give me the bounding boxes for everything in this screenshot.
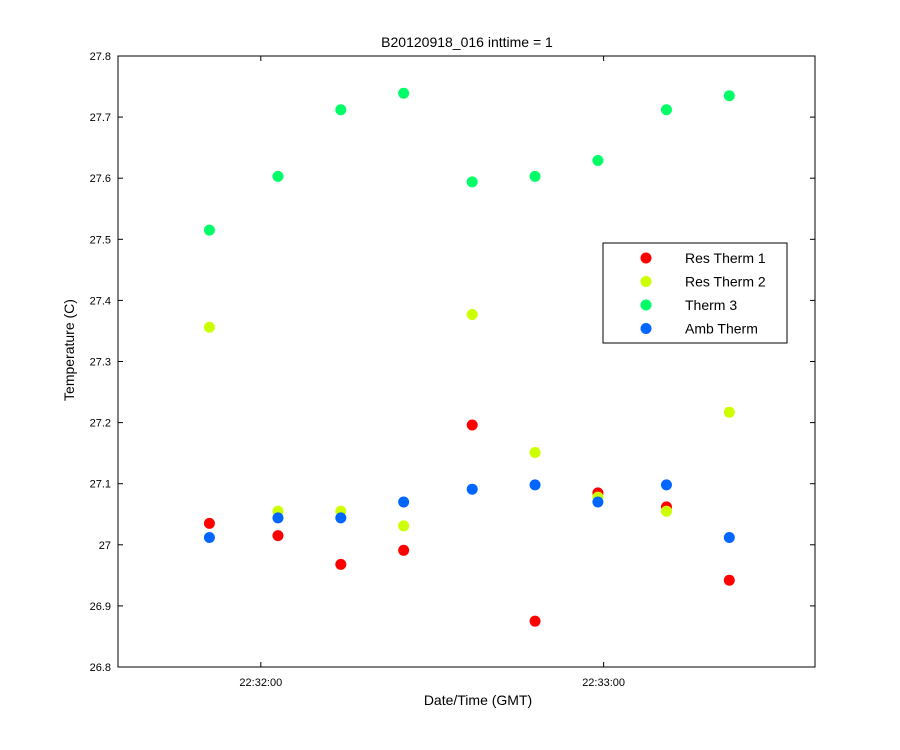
point-series-2 bbox=[529, 447, 541, 459]
point-series-4 bbox=[592, 496, 604, 508]
legend-entry-label: Res Therm 1 bbox=[685, 250, 766, 266]
y-tick-label: 27 bbox=[99, 540, 111, 552]
point-series-2 bbox=[723, 406, 735, 418]
point-series-1 bbox=[272, 530, 284, 542]
y-tick-label: 27.8 bbox=[90, 51, 111, 63]
point-series-3 bbox=[272, 170, 284, 182]
point-series-1 bbox=[203, 517, 215, 529]
y-tick-label: 27.2 bbox=[90, 418, 111, 430]
y-tick-label: 27.7 bbox=[90, 112, 111, 124]
point-series-3 bbox=[335, 104, 347, 116]
point-series-3 bbox=[398, 87, 410, 99]
point-series-3 bbox=[203, 224, 215, 236]
chart-title: B20120918_016 inttime = 1 bbox=[381, 34, 553, 50]
point-series-3 bbox=[723, 90, 735, 102]
x-axis-ticks: 22:32:00 22:33:00 bbox=[239, 56, 625, 689]
legend-marker bbox=[640, 252, 652, 264]
y-tick-label: 26.9 bbox=[90, 601, 111, 613]
x-axis-label: Date/Time (GMT) bbox=[424, 692, 532, 708]
y-tick-label: 26.8 bbox=[90, 662, 111, 674]
point-series-1 bbox=[723, 574, 735, 586]
y-tick-label: 27.4 bbox=[90, 295, 111, 307]
point-series-4 bbox=[335, 512, 347, 524]
point-series-1 bbox=[335, 558, 347, 570]
point-series-1 bbox=[466, 419, 478, 431]
y-tick-label: 27.6 bbox=[90, 173, 111, 185]
point-series-3 bbox=[660, 104, 672, 116]
point-series-2 bbox=[466, 308, 478, 320]
data-points bbox=[203, 87, 735, 627]
legend-entry-label: Amb Therm bbox=[685, 321, 758, 337]
point-series-4 bbox=[203, 531, 215, 543]
point-series-2 bbox=[203, 321, 215, 333]
y-tick-label: 27.5 bbox=[90, 234, 111, 246]
legend-marker bbox=[640, 323, 652, 334]
y-tick-label: 27.1 bbox=[90, 479, 111, 491]
point-series-3 bbox=[592, 154, 604, 166]
point-series-4 bbox=[466, 483, 478, 495]
point-series-1 bbox=[529, 615, 541, 627]
legend-box bbox=[602, 242, 788, 344]
point-series-4 bbox=[272, 512, 284, 524]
legend-entry-label: Res Therm 2 bbox=[685, 274, 766, 290]
point-series-3 bbox=[529, 170, 541, 182]
point-series-4 bbox=[660, 479, 672, 491]
point-series-1 bbox=[398, 544, 410, 556]
point-series-2 bbox=[660, 505, 672, 517]
point-series-2 bbox=[398, 520, 410, 532]
point-series-3 bbox=[466, 176, 478, 188]
y-tick-label: 27.3 bbox=[90, 357, 111, 369]
y-axis-ticks: 26.8 26.9 27 27.1 27.2 27.3 27.4 27.5 27.6 27.7 27… bbox=[90, 51, 815, 674]
y-axis-label: Temperature (C) bbox=[61, 299, 77, 401]
x-tick-label: 22:32:00 bbox=[239, 677, 282, 689]
point-series-4 bbox=[529, 479, 541, 491]
legend-entry-label: Therm 3 bbox=[685, 297, 737, 313]
legend: Res Therm 1 Res Therm 2 Therm 3 Amb Therm bbox=[602, 242, 788, 344]
legend-marker bbox=[640, 276, 652, 287]
point-series-4 bbox=[398, 496, 410, 508]
x-tick-label: 22:33:00 bbox=[582, 677, 625, 689]
legend-marker bbox=[640, 299, 652, 311]
point-series-4 bbox=[723, 531, 735, 543]
plot-area bbox=[117, 55, 816, 668]
